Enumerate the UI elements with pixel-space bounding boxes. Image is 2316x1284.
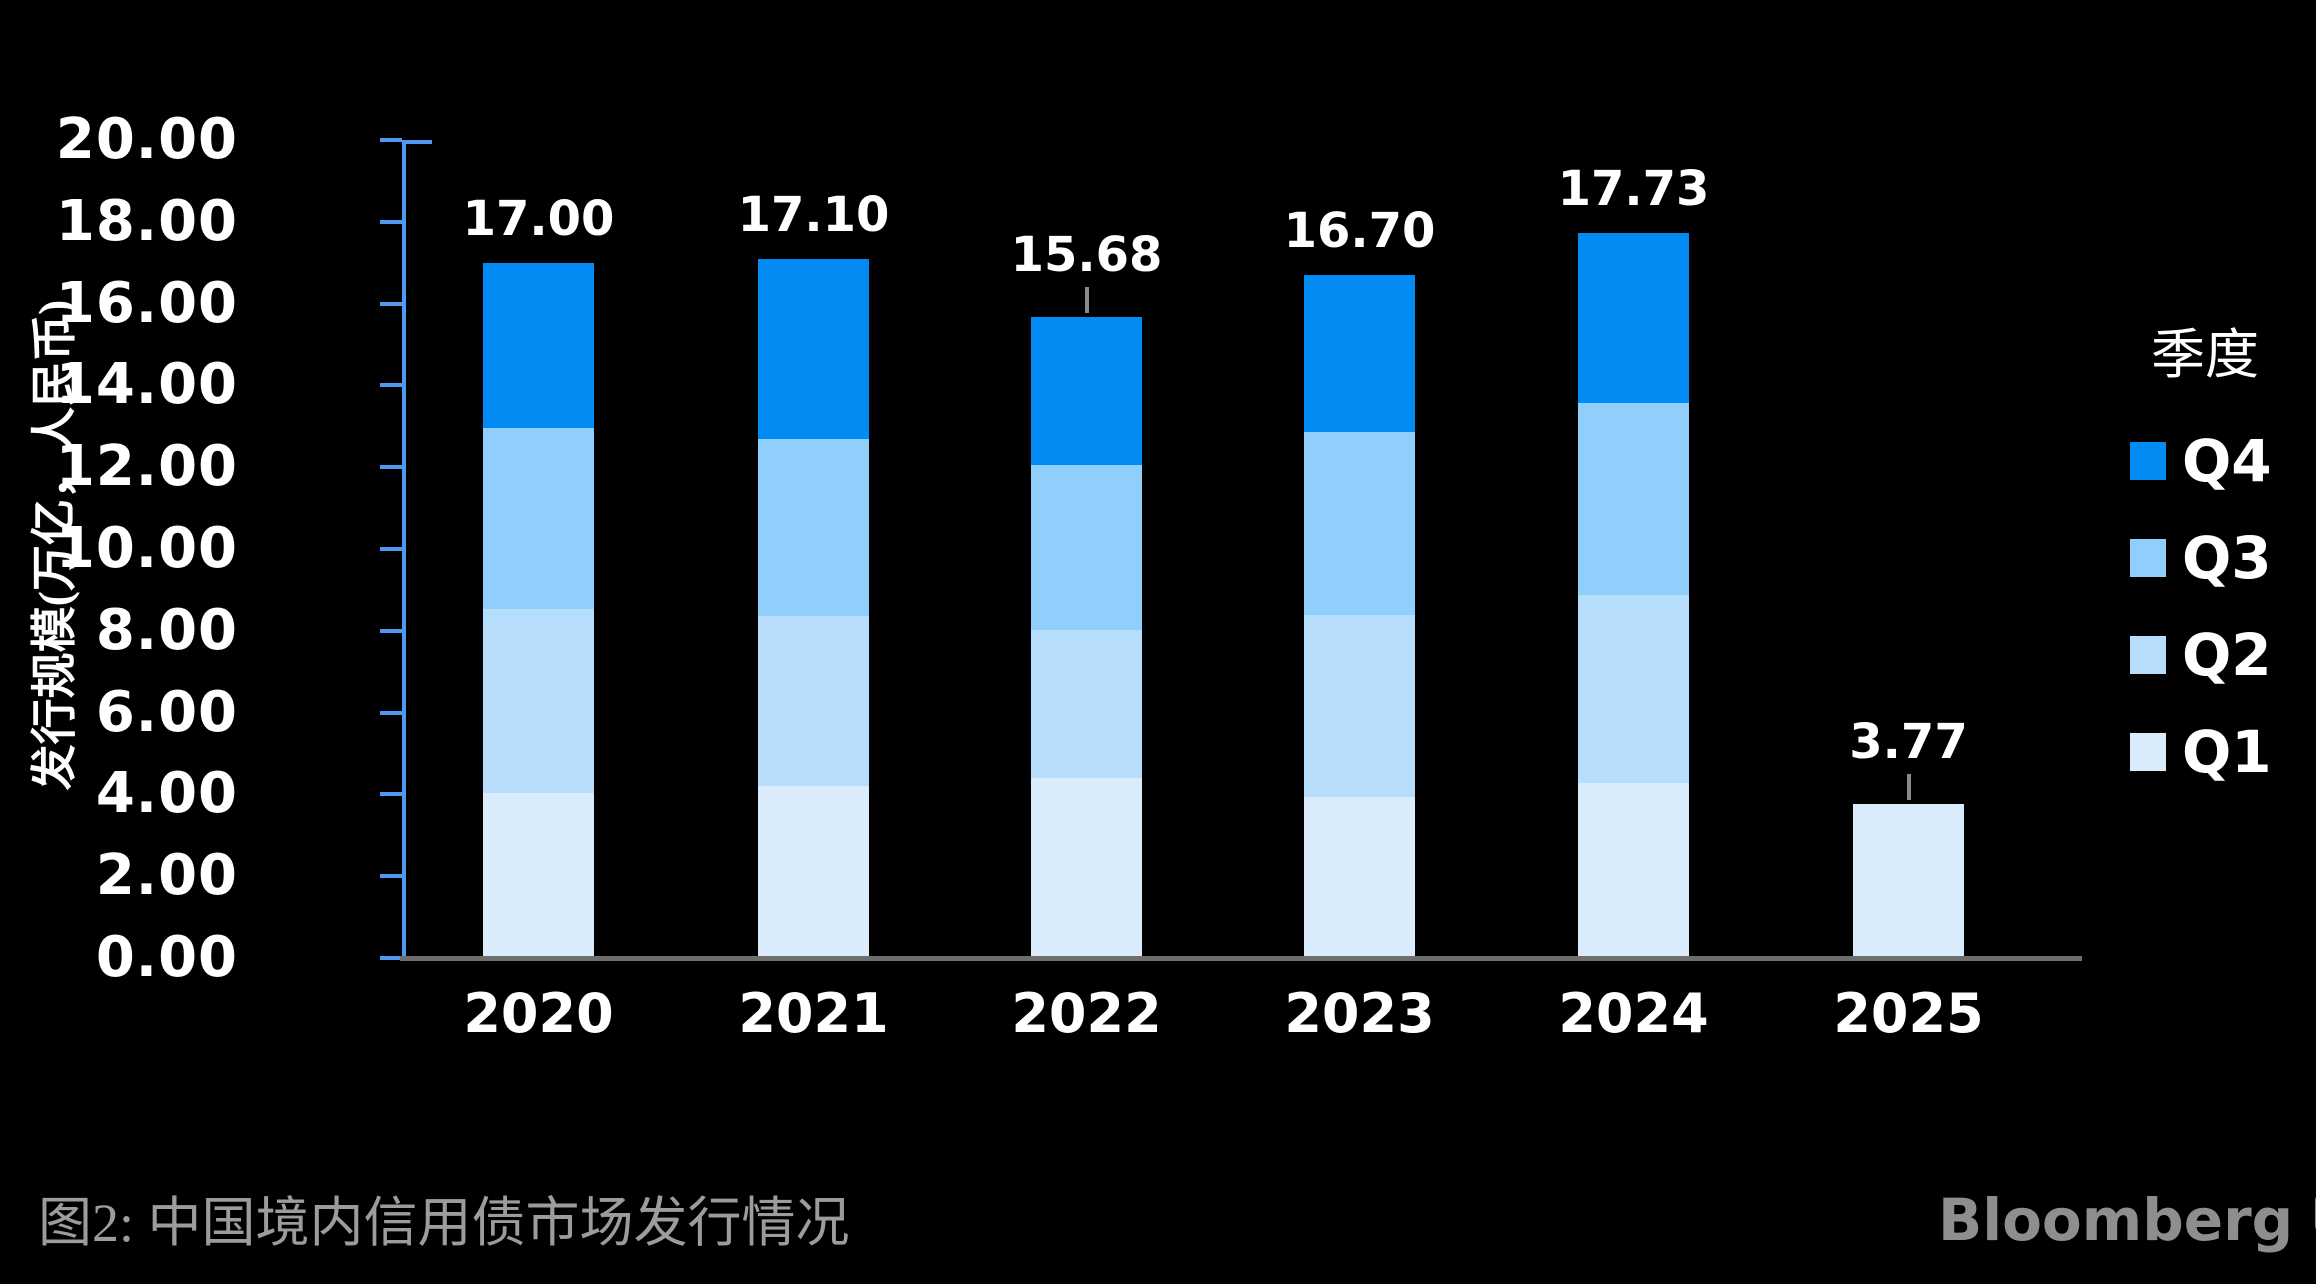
bar-segment-2020-Q1 <box>483 793 594 958</box>
y-tick <box>380 956 402 960</box>
bar-total-label: 15.68 <box>1010 226 1163 283</box>
y-tick <box>380 383 402 388</box>
y-tick <box>380 792 402 797</box>
y-tick-label: 6.00 <box>95 679 238 745</box>
x-axis-label-2023: 2023 <box>1284 982 1435 1045</box>
y-tick-label: 20.00 <box>55 107 238 172</box>
legend: 季度 Q4 Q3 Q2 Q1 <box>2110 310 2310 790</box>
x-axis-label-2021: 2021 <box>738 982 889 1045</box>
y-tick <box>380 710 402 715</box>
y-tick-label: 10.00 <box>55 516 238 581</box>
bar-segment-2020-Q3 <box>483 428 594 610</box>
y-tick <box>380 628 402 633</box>
legend-swatch-Q2 <box>2130 636 2166 674</box>
x-axis-line <box>400 956 2082 961</box>
label-leader-line <box>1906 773 1911 800</box>
bar-segment-2022-Q3 <box>1031 464 1142 630</box>
y-axis-top-stub <box>406 140 432 144</box>
y-tick-label: 4.00 <box>95 761 238 827</box>
bar-total-label: 3.77 <box>1849 713 1968 770</box>
y-tick-label: 12.00 <box>55 434 238 500</box>
bar-segment-2025-Q1 <box>1853 803 1964 958</box>
bar-segment-2023-Q1 <box>1304 796 1415 958</box>
y-tick <box>380 547 402 551</box>
bar-segment-2021-Q2 <box>758 616 869 787</box>
legend-swatch-Q3 <box>2130 539 2166 577</box>
x-axis-label-2024: 2024 <box>1558 982 1709 1045</box>
bar-segment-2021-Q4 <box>758 258 869 439</box>
bar-total-label: 17.00 <box>462 190 615 247</box>
bar-segment-2024-Q3 <box>1578 403 1689 596</box>
legend-item-Q3: Q3 <box>2130 528 2272 588</box>
bloomberg-logo: Bloomberg <box>1938 1186 2316 1254</box>
legend-item-Q2: Q2 <box>2130 625 2272 685</box>
y-tick <box>380 874 402 879</box>
legend-item-Q1: Q1 <box>2130 722 2272 782</box>
legend-item-Q4: Q4 <box>2130 431 2272 491</box>
x-axis-label-2020: 2020 <box>463 982 614 1045</box>
bar-segment-2024-Q2 <box>1578 595 1689 783</box>
caption: 图2: 中国境内信用债市场发行情况 <box>38 1193 850 1253</box>
y-tick <box>380 219 402 224</box>
y-tick-label: 18.00 <box>55 188 238 254</box>
label-leader-line <box>1084 286 1089 313</box>
y-tick <box>380 465 402 470</box>
bar-total-label: 16.70 <box>1283 202 1436 259</box>
bar-segment-2023-Q4 <box>1304 274 1415 432</box>
bar-segment-2024-Q1 <box>1578 782 1689 958</box>
bar-segment-2023-Q3 <box>1304 431 1415 616</box>
y-tick-label: 8.00 <box>95 597 238 663</box>
legend-item-label: Q2 <box>2182 621 2272 689</box>
y-axis-line <box>402 140 406 960</box>
y-tick-label: 2.00 <box>95 843 238 909</box>
bar-segment-2021-Q1 <box>758 786 869 958</box>
bar-total-label: 17.10 <box>737 186 890 243</box>
bar-segment-2020-Q4 <box>483 262 594 429</box>
bar-segment-2023-Q2 <box>1304 615 1415 797</box>
x-axis-label-2022: 2022 <box>1011 982 1162 1045</box>
bloomberg-logo-text: Bloomberg <box>1938 1186 2294 1254</box>
bar-segment-2020-Q2 <box>483 609 594 794</box>
legend-item-label: Q1 <box>2182 718 2272 786</box>
legend-swatch-Q4 <box>2130 442 2166 480</box>
legend-item-label: Q3 <box>2182 524 2272 592</box>
y-tick <box>380 138 402 142</box>
legend-item-label: Q4 <box>2182 427 2272 495</box>
x-axis-label-2025: 2025 <box>1833 982 1984 1045</box>
y-tick-label: 0.00 <box>95 925 238 990</box>
bar-segment-2022-Q1 <box>1031 777 1142 958</box>
legend-swatch-Q1 <box>2130 733 2166 771</box>
bar-segment-2022-Q4 <box>1031 316 1142 465</box>
legend-title: 季度 <box>2151 325 2259 385</box>
bar-segment-2024-Q4 <box>1578 232 1689 404</box>
bar-segment-2022-Q2 <box>1031 629 1142 778</box>
y-tick <box>380 301 402 306</box>
y-tick-label: 14.00 <box>55 352 238 418</box>
bar-total-label: 17.73 <box>1557 160 1710 217</box>
y-tick-label: 16.00 <box>55 270 238 336</box>
bar-segment-2021-Q3 <box>758 438 869 617</box>
